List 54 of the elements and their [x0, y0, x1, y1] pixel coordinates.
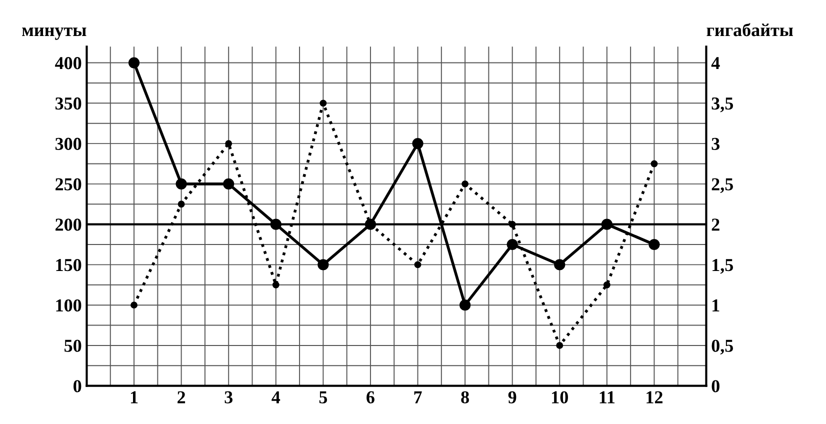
y2-tick-label: 0,5: [712, 340, 733, 355]
point: [506, 238, 518, 250]
point: [508, 220, 516, 228]
y-axis-title: минуты: [22, 28, 86, 40]
point: [556, 342, 564, 349]
point: [130, 302, 138, 309]
point: [270, 218, 282, 230]
x-tick-label: 5: [319, 391, 328, 404]
y-tick-label: 0: [74, 380, 82, 392]
point: [178, 200, 185, 208]
x-tick-label: 6: [366, 391, 374, 404]
y-tick-label: 400: [55, 57, 82, 70]
point: [412, 138, 424, 150]
x-tick-label: 9: [508, 391, 516, 404]
y2-tick-label: 0: [712, 380, 720, 392]
y2-tick-label: 3,5: [712, 97, 733, 112]
x-tick-label: 2: [178, 391, 186, 404]
point: [650, 160, 658, 168]
x-tick-label: 3: [224, 391, 232, 404]
point: [462, 180, 469, 188]
y-tick-label: 50: [64, 340, 82, 352]
point: [601, 218, 612, 230]
x-tick-label: 10: [552, 391, 568, 404]
y2-tick-label: 2: [712, 218, 720, 231]
point: [414, 261, 422, 268]
y-tick-label: 200: [56, 218, 82, 231]
y2-tick-label: 4: [711, 57, 720, 70]
point: [225, 140, 232, 148]
point: [320, 100, 327, 107]
x-tick-label: 12: [646, 391, 662, 404]
x-tick-label: 11: [600, 391, 615, 404]
y-tick-label: 150: [56, 258, 82, 272]
x-tick-label: 4: [272, 391, 280, 404]
point: [459, 300, 471, 311]
point: [176, 178, 187, 190]
y-tick-label: 350: [55, 97, 82, 110]
y-tick-label: 100: [56, 299, 82, 312]
point: [318, 259, 329, 270]
y2-axis-title: гигабайты: [706, 23, 794, 36]
x-tick-label: 8: [461, 391, 469, 404]
x-tick-label: 7: [414, 391, 422, 404]
y2-tick-label: 1: [712, 299, 720, 312]
point: [554, 259, 566, 270]
point: [648, 238, 660, 250]
y2-tick-label: 2,5: [712, 178, 733, 193]
y2-tick-label: 3: [712, 138, 720, 150]
point: [272, 281, 280, 288]
point: [603, 281, 610, 288]
y2-tick-label: 1,5: [712, 259, 733, 274]
x-tick-label: 1: [130, 391, 138, 404]
y-tick-label: 300: [55, 138, 82, 150]
point: [223, 178, 234, 190]
y-tick-label: 250: [56, 178, 82, 190]
point: [128, 57, 140, 68]
